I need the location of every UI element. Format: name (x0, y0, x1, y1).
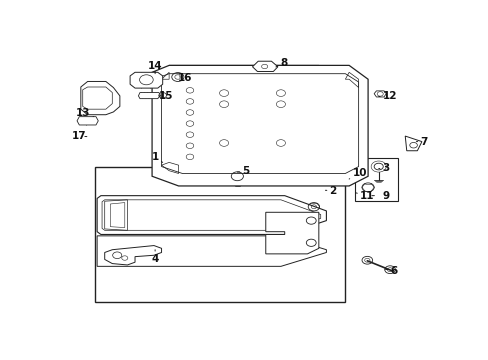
Text: 14: 14 (147, 61, 162, 74)
Polygon shape (97, 195, 326, 234)
Text: 16: 16 (178, 73, 192, 83)
Bar (354, 158, 398, 201)
Polygon shape (81, 81, 120, 115)
Polygon shape (265, 212, 318, 254)
Text: 9: 9 (371, 191, 389, 201)
Polygon shape (138, 93, 160, 99)
Text: 6: 6 (385, 266, 397, 276)
Polygon shape (152, 66, 367, 186)
Text: 1: 1 (151, 152, 163, 162)
Polygon shape (97, 236, 326, 266)
Polygon shape (252, 61, 277, 72)
Text: 10: 10 (348, 168, 366, 179)
Text: 8: 8 (275, 58, 287, 68)
Text: 7: 7 (415, 136, 427, 147)
Text: 13: 13 (76, 108, 93, 118)
Polygon shape (77, 117, 98, 125)
Text: 17: 17 (72, 131, 87, 141)
Text: 12: 12 (378, 91, 397, 102)
Polygon shape (130, 72, 163, 88)
Polygon shape (405, 136, 421, 151)
Text: 4: 4 (151, 250, 159, 264)
Bar (95, 167, 345, 302)
Polygon shape (373, 91, 386, 97)
Text: 15: 15 (159, 91, 173, 102)
Text: 3: 3 (378, 163, 389, 174)
Text: 11: 11 (355, 191, 374, 201)
Text: 5: 5 (237, 166, 249, 176)
Polygon shape (104, 246, 161, 265)
Text: 2: 2 (325, 186, 336, 196)
